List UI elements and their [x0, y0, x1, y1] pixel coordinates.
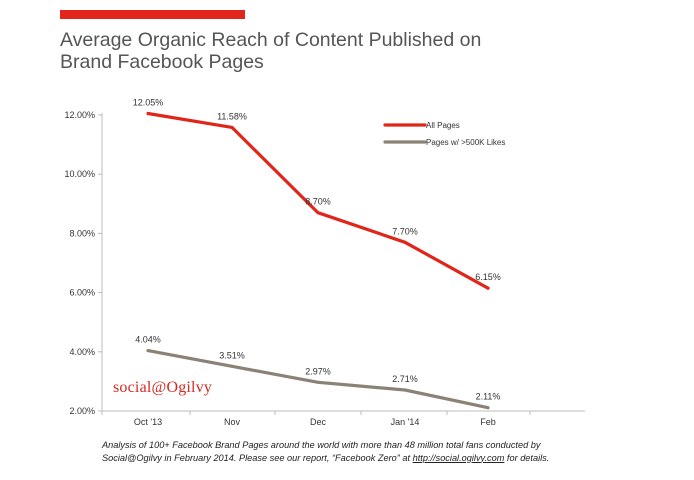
y-tick-label: 12.00%: [64, 110, 95, 120]
x-tick-label: Jan '14: [391, 417, 420, 427]
title-line-2: Brand Facebook Pages: [60, 51, 264, 73]
data-point: [403, 388, 407, 392]
x-tick-label: Oct '13: [134, 417, 162, 427]
footnote-line-2-text: Social@Ogilvy in February 2014. Please s…: [102, 452, 413, 463]
data-label: 8.70%: [305, 197, 331, 207]
data-point: [146, 112, 150, 116]
footnote-line-1: Analysis of 100+ Facebook Brand Pages ar…: [102, 440, 541, 450]
footnote: Analysis of 100+ Facebook Brand Pages ar…: [102, 439, 572, 464]
data-label: 12.05%: [133, 98, 164, 108]
data-label: 7.70%: [392, 226, 418, 236]
chart-legend: All Pages Pages w/ >500K Likes: [383, 121, 505, 147]
data-label: 2.71%: [392, 374, 418, 384]
legend-label: Pages w/ >500K Likes: [426, 138, 505, 147]
y-tick-label: 2.00%: [69, 406, 95, 416]
footnote-line-2-end: for details.: [504, 452, 550, 463]
y-axis: 2.00% 4.00% 6.00% 8.00% 10.00% 12.00%: [64, 110, 103, 416]
data-point: [316, 380, 320, 384]
y-tick-label: 6.00%: [69, 288, 95, 298]
data-point: [486, 406, 490, 410]
legend-label: All Pages: [426, 121, 460, 130]
title-line-1: Average Organic Reach of Content Publish…: [60, 29, 482, 51]
data-label: 3.51%: [219, 350, 245, 360]
report-link[interactable]: http://social.ogilvy.com: [412, 452, 505, 463]
y-tick-label: 10.00%: [64, 169, 95, 179]
brand-logo: social@Ogilvy: [113, 379, 213, 396]
data-point: [230, 364, 234, 368]
data-point: [486, 286, 490, 290]
data-label: 11.58%: [217, 111, 247, 121]
x-tick-label: Feb: [480, 417, 496, 427]
x-tick-label: Nov: [224, 417, 241, 427]
data-point: [403, 240, 407, 244]
page-title: Average Organic Reach of Content Publish…: [60, 29, 620, 73]
data-point: [230, 125, 234, 129]
y-tick-label: 4.00%: [69, 347, 95, 357]
data-label: 2.11%: [476, 392, 501, 402]
data-label: 4.04%: [135, 335, 161, 345]
data-point: [146, 349, 150, 353]
y-tick-label: 8.00%: [69, 228, 95, 238]
data-label: 2.97%: [305, 366, 331, 376]
x-tick-label: Dec: [310, 417, 327, 427]
data-label: 6.15%: [475, 272, 501, 282]
chart-series: 12.05% 11.58% 8.70% 7.70% 6.15% 4.04% 3.51% 2.9…: [133, 98, 501, 410]
data-point: [316, 211, 320, 215]
x-axis: Oct '13 Nov Dec Jan '14 Feb: [101, 410, 585, 427]
accent-bar: [60, 10, 245, 19]
